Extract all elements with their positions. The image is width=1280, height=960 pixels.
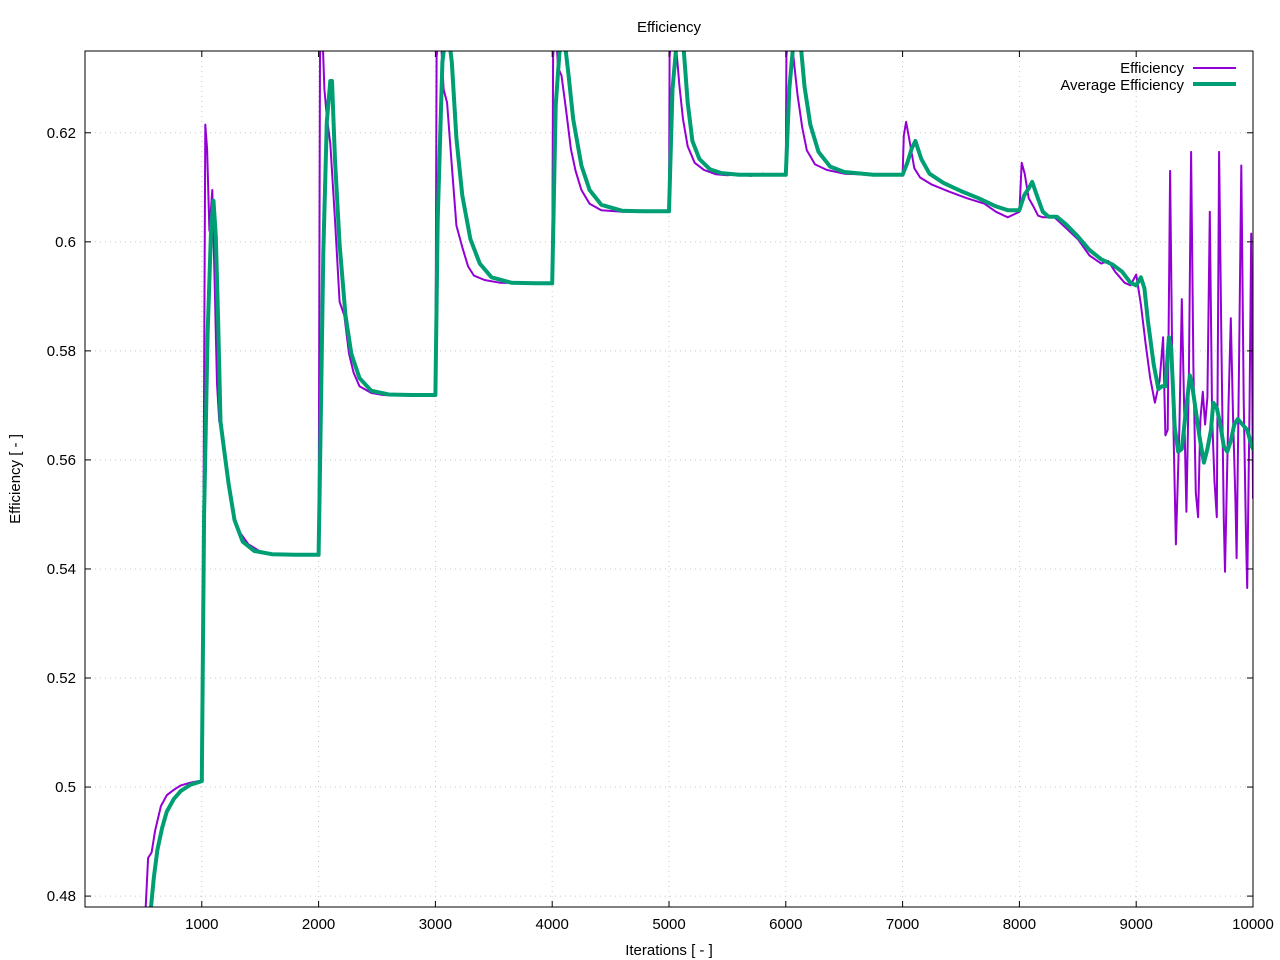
x-tick-label: 7000	[886, 916, 919, 933]
y-tick-label: 0.48	[47, 888, 76, 905]
series-layer	[144, 51, 1253, 907]
efficiency-line	[144, 51, 1253, 907]
average-efficiency-line	[149, 51, 1253, 907]
x-tick-label: 2000	[302, 916, 335, 933]
x-tick-label: 10000	[1232, 916, 1274, 933]
y-tick-label: 0.6	[55, 234, 76, 251]
chart-title: Efficiency	[637, 19, 701, 36]
x-axis-title: Iterations [ - ]	[625, 942, 713, 959]
y-axis-title: Efficiency [ - ]	[7, 434, 24, 524]
y-tick-label: 0.54	[47, 561, 76, 578]
x-tick-label: 9000	[1120, 916, 1153, 933]
axis-ticks: 1000 2000 3000 4000 5000 6000 7000 8000 9000 1000…	[47, 51, 1274, 933]
y-tick-label: 0.5	[55, 779, 76, 796]
legend-label-efficiency: Efficiency	[1120, 60, 1184, 77]
x-tick-label: 6000	[769, 916, 802, 933]
legend-label-average-efficiency: Average Efficiency	[1060, 77, 1184, 94]
y-tick-label: 0.56	[47, 452, 76, 469]
y-tick-label: 0.62	[47, 125, 76, 142]
x-tick-label: 5000	[652, 916, 685, 933]
legend: Efficiency Average Efficiency	[1060, 60, 1236, 94]
x-tick-label: 8000	[1003, 916, 1036, 933]
x-tick-label: 1000	[185, 916, 218, 933]
y-tick-label: 0.58	[47, 343, 76, 360]
x-tick-label: 3000	[419, 916, 452, 933]
x-tick-label: 4000	[536, 916, 569, 933]
y-tick-label: 0.52	[47, 670, 76, 687]
